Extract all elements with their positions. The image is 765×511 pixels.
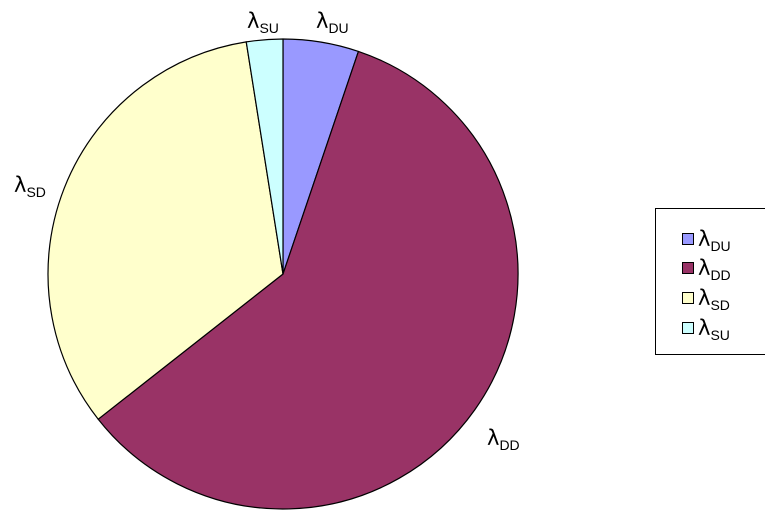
legend: λDU λDD λSD λSU [655, 208, 765, 355]
data-label-sd: λSD [14, 173, 46, 200]
legend-label-dd: λDD [698, 255, 731, 283]
legend-item-du: λDU [682, 226, 731, 254]
legend-swatch-du [682, 233, 694, 245]
legend-label-sd: λSD [698, 285, 730, 313]
legend-swatch-sd [682, 292, 694, 304]
pie-slice-sd [47, 41, 284, 420]
legend-item-su: λSU [682, 315, 730, 343]
data-label-du: λDU [316, 9, 349, 36]
legend-swatch-su [682, 322, 694, 334]
data-label-su: λSU [247, 9, 279, 36]
legend-label-su: λSU [698, 315, 730, 343]
data-label-dd: λDD [487, 426, 520, 453]
pie-slice-dd [97, 50, 519, 510]
pie-slice-su [245, 38, 284, 275]
legend-item-dd: λDD [682, 255, 731, 283]
pie-slices [47, 38, 519, 510]
legend-swatch-dd [682, 262, 694, 274]
legend-label-du: λDU [698, 226, 731, 254]
legend-item-sd: λSD [682, 285, 730, 313]
